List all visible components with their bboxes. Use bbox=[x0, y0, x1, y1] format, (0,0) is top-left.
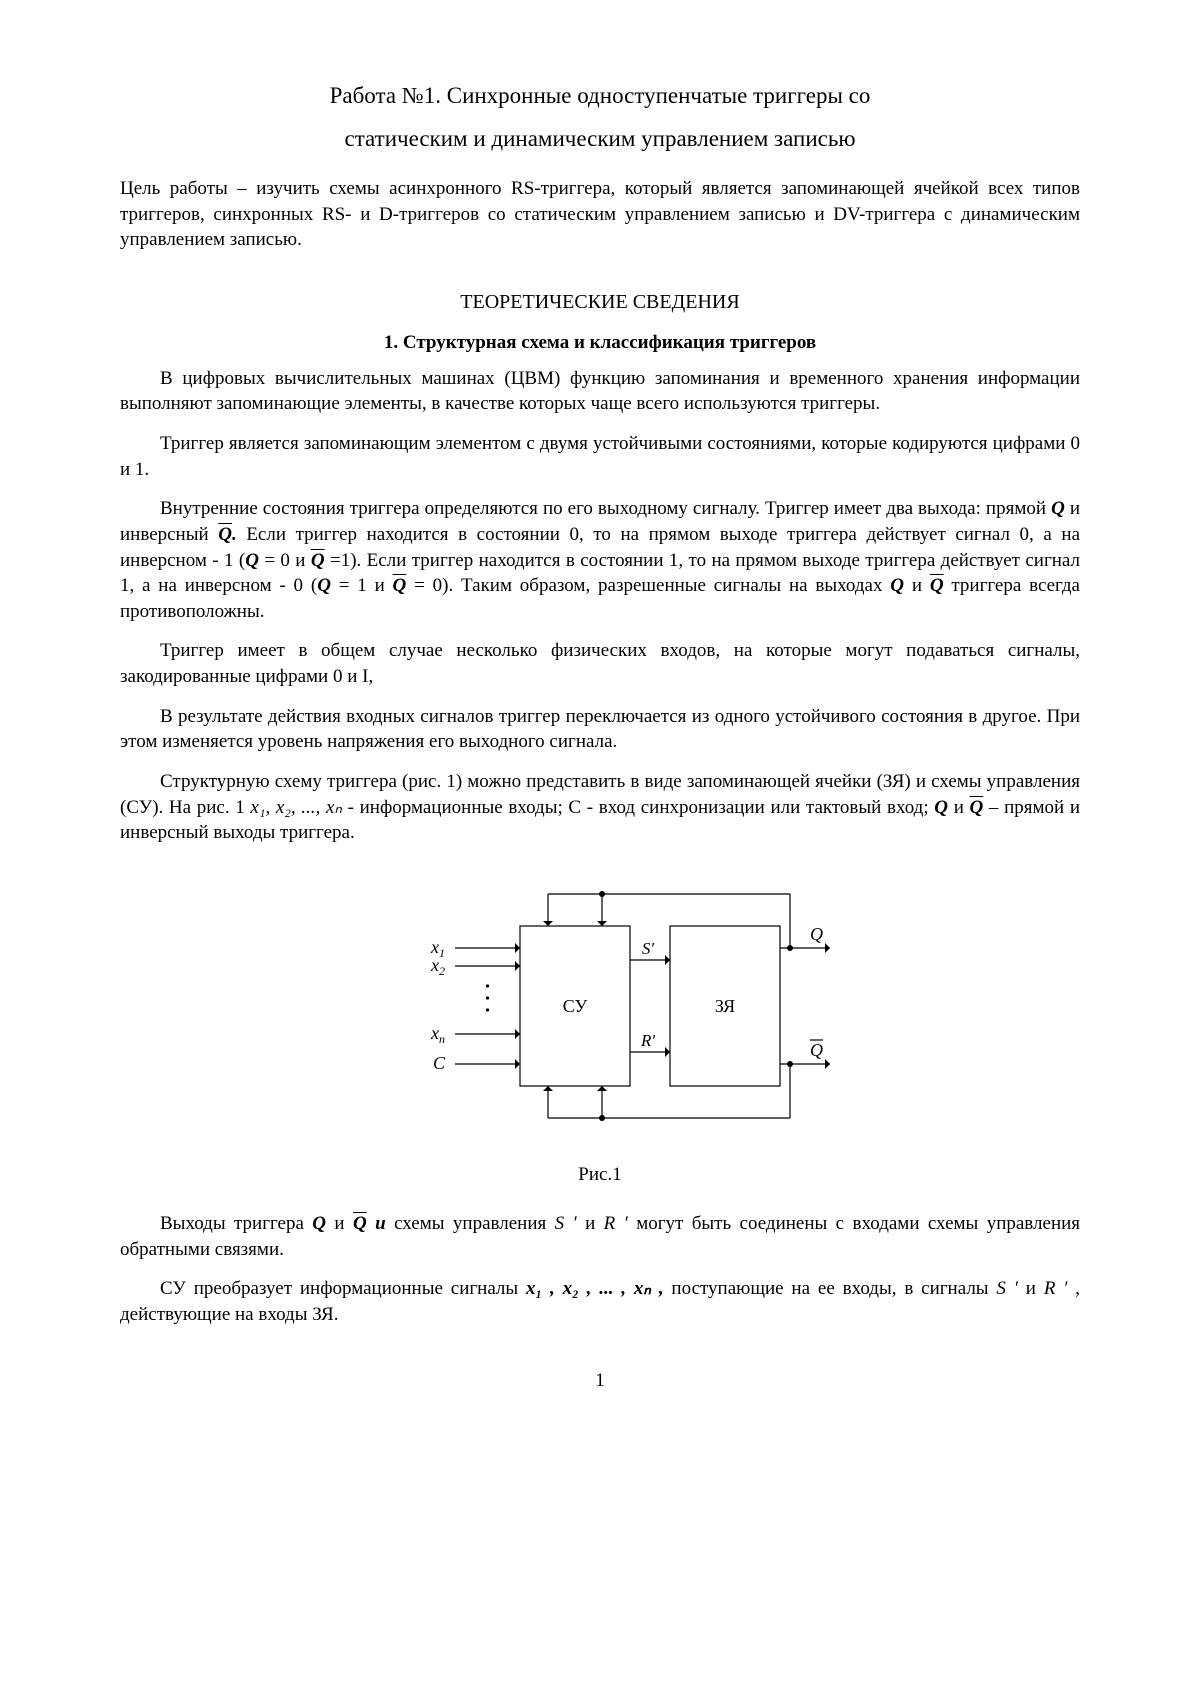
q-symbol: Q bbox=[245, 550, 259, 571]
svg-text:R′: R′ bbox=[640, 1031, 655, 1050]
figure-1-caption: Рис.1 bbox=[120, 1162, 1080, 1188]
svg-text:xn: xn bbox=[430, 1023, 445, 1046]
theory-header: ТЕОРЕТИЧЕСКИЕ СВЕДЕНИЯ bbox=[120, 289, 1080, 316]
p3-text: Внутренние состояния триггера определяют… bbox=[160, 498, 1051, 519]
figure-1: СУЗЯx1x2xnCS′R′QQ bbox=[120, 864, 1080, 1152]
p7-text: Выходы триггера bbox=[160, 1213, 312, 1234]
svg-text:C: C bbox=[433, 1053, 446, 1073]
page-number: 1 bbox=[120, 1368, 1080, 1394]
p3-text: = 1 и bbox=[331, 575, 393, 596]
q-bar-symbol: Q bbox=[353, 1213, 367, 1234]
p3-text: = 0 и bbox=[259, 550, 311, 571]
q-bar-symbol: Q bbox=[311, 550, 325, 571]
q-symbol: Q bbox=[934, 797, 948, 818]
goal-paragraph: Цель работы – изучить схемы асинхронного… bbox=[120, 176, 1080, 253]
s-prime: S ′ bbox=[555, 1213, 577, 1234]
svg-text:Q: Q bbox=[810, 1040, 823, 1060]
svg-text:Q: Q bbox=[810, 924, 823, 944]
q-symbol: Q bbox=[890, 575, 904, 596]
q-symbol: Q bbox=[317, 575, 331, 596]
trigger-block-diagram: СУЗЯx1x2xnCS′R′QQ bbox=[370, 864, 830, 1144]
x-sequence: x₁ , x₂ , ... , xₙ , bbox=[526, 1278, 664, 1299]
svg-text:ЗЯ: ЗЯ bbox=[715, 996, 735, 1016]
subsection-1-header: 1. Структурная схема и классификация три… bbox=[120, 330, 1080, 356]
p8-text: и bbox=[1018, 1278, 1044, 1299]
para-6: Структурную схему триггера (рис. 1) можн… bbox=[120, 769, 1080, 846]
page-title-line2: статическим и динамическим управлением з… bbox=[120, 123, 1080, 154]
p3-text: = 0). Таким образом, разрешенные сигналы… bbox=[406, 575, 890, 596]
q-bar-symbol: Q bbox=[970, 797, 984, 818]
r-prime: R ′ bbox=[604, 1213, 628, 1234]
q-symbol: Q bbox=[1051, 498, 1065, 519]
s-prime: S ′ bbox=[996, 1278, 1018, 1299]
p7-text: и bbox=[326, 1213, 353, 1234]
para-7: Выходы триггера Q и Q и схемы управления… bbox=[120, 1211, 1080, 1262]
svg-text:СУ: СУ bbox=[563, 996, 588, 1016]
para-3: Внутренние состояния триггера определяют… bbox=[120, 496, 1080, 624]
para-1: В цифровых вычислительных машинах (ЦВМ) … bbox=[120, 366, 1080, 417]
para-5: В результате действия входных сигналов т… bbox=[120, 704, 1080, 755]
q-bar-symbol: Q bbox=[930, 575, 944, 596]
para-4: Триггер имеет в общем случае несколько ф… bbox=[120, 638, 1080, 689]
p7-text: схемы управления bbox=[394, 1213, 555, 1234]
p6-text: - информационные входы; С - вход синхрон… bbox=[342, 797, 934, 818]
page-title-line1: Работа №1. Синхронные одноступенчатые тр… bbox=[120, 80, 1080, 111]
q-symbol: Q bbox=[312, 1213, 326, 1234]
p7-text: и bbox=[577, 1213, 604, 1234]
r-prime: R ′ bbox=[1044, 1278, 1068, 1299]
p3-text: и bbox=[904, 575, 930, 596]
p8-text: СУ преобразует информационные сигналы bbox=[160, 1278, 526, 1299]
p8-text: поступающие на ее входы, в сигналы bbox=[664, 1278, 997, 1299]
svg-text:S′: S′ bbox=[642, 939, 655, 958]
para-2: Триггер является запоминающим элементом … bbox=[120, 431, 1080, 482]
para-8: СУ преобразует информационные сигналы x₁… bbox=[120, 1276, 1080, 1327]
p6-text: и bbox=[948, 797, 969, 818]
x-sequence: x₁, x₂, ..., xₙ bbox=[250, 797, 342, 818]
q-bar-symbol: Q bbox=[218, 524, 232, 545]
p7-text: и bbox=[367, 1213, 394, 1234]
q-bar-symbol: Q bbox=[393, 575, 407, 596]
